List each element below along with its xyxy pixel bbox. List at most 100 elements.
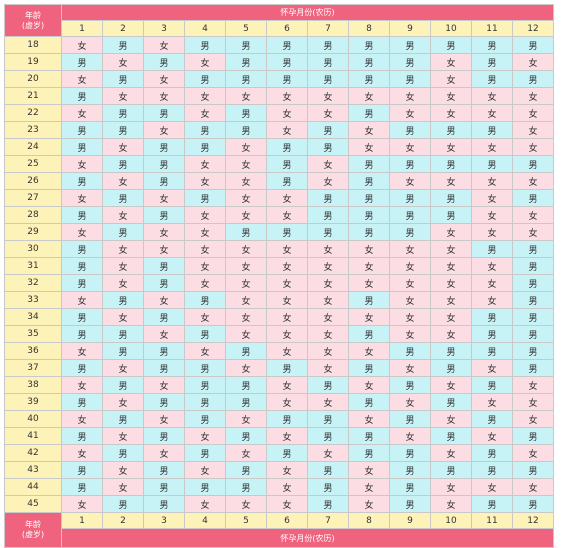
girl-cell: 女 [266, 87, 308, 105]
girl-cell: 女 [348, 308, 390, 326]
table-row: 34 男女男女女女女女女女男男 [4, 308, 554, 326]
boy-cell: 男 [143, 393, 185, 411]
girl-cell: 女 [61, 36, 103, 54]
girl-cell: 女 [266, 274, 308, 292]
footer-age-header: 年龄 (虚岁) [4, 512, 62, 548]
girl-cell: 女 [512, 376, 554, 394]
boy-cell: 男 [61, 274, 103, 292]
boy-cell: 男 [266, 70, 308, 88]
boy-cell: 男 [512, 240, 554, 258]
boy-cell: 男 [102, 495, 144, 513]
boy-cell: 男 [61, 359, 103, 377]
footer-month-header: 3 [143, 512, 185, 529]
girl-cell: 女 [430, 70, 472, 88]
girl-cell: 女 [225, 495, 267, 513]
girl-cell: 女 [512, 393, 554, 411]
girl-cell: 女 [184, 223, 226, 241]
boy-cell: 男 [184, 478, 226, 496]
girl-cell: 女 [266, 461, 308, 479]
table-body: 18 女男女男男男男男男男男男 19 男女男女男男男男男女男女 20 女男女男男男男男男女… [4, 36, 554, 513]
boy-cell: 男 [143, 155, 185, 173]
table-row: 23 男男女男男女男女男男男女 [4, 121, 554, 139]
girl-cell: 女 [389, 308, 431, 326]
girl-cell: 女 [61, 223, 103, 241]
girl-cell: 女 [512, 172, 554, 190]
boy-cell: 男 [512, 257, 554, 275]
girl-cell: 女 [471, 189, 513, 207]
table-row: 18 女男女男男男男男男男男男 [4, 36, 554, 54]
gender-table: 年龄 (虚岁) 怀孕月份(农历) 1 2 3 4 5 6 7 8 9 10 11 12 18 女男女男男… [4, 4, 554, 548]
girl-cell: 女 [471, 257, 513, 275]
girl-cell: 女 [389, 291, 431, 309]
footer-age-label-line1: 年龄 [25, 520, 41, 529]
girl-cell: 女 [61, 444, 103, 462]
girl-cell: 女 [225, 172, 267, 190]
girl-cell: 女 [430, 444, 472, 462]
footer-month-row: 年龄 (虚岁) 1 2 3 4 5 6 7 8 9 10 11 12 [4, 512, 554, 548]
boy-cell: 男 [512, 342, 554, 360]
boy-cell: 男 [471, 410, 513, 428]
boy-cell: 男 [102, 342, 144, 360]
boy-cell: 男 [512, 274, 554, 292]
table-row: 43 男女男女男女男女男男男男 [4, 461, 554, 479]
boy-cell: 男 [143, 359, 185, 377]
girl-cell: 女 [184, 87, 226, 105]
boy-cell: 男 [307, 478, 349, 496]
age-cell: 20 [4, 70, 62, 88]
girl-cell: 女 [430, 104, 472, 122]
girl-cell: 女 [266, 206, 308, 224]
month-header: 2 [102, 20, 144, 37]
boy-cell: 男 [430, 206, 472, 224]
girl-cell: 女 [266, 342, 308, 360]
boy-cell: 男 [430, 342, 472, 360]
boy-cell: 男 [471, 53, 513, 71]
boy-cell: 男 [61, 461, 103, 479]
girl-cell: 女 [348, 121, 390, 139]
girl-cell: 女 [266, 478, 308, 496]
boy-cell: 男 [61, 138, 103, 156]
girl-cell: 女 [102, 308, 144, 326]
footer-month-header: 10 [430, 512, 472, 529]
age-cell: 35 [4, 325, 62, 343]
boy-cell: 男 [307, 495, 349, 513]
girl-cell: 女 [143, 240, 185, 258]
girl-cell: 女 [430, 223, 472, 241]
girl-cell: 女 [266, 308, 308, 326]
boy-cell: 男 [225, 223, 267, 241]
boy-cell: 男 [307, 376, 349, 394]
boy-cell: 男 [471, 36, 513, 54]
boy-cell: 男 [143, 53, 185, 71]
boy-cell: 男 [184, 410, 226, 428]
boy-cell: 男 [389, 70, 431, 88]
girl-cell: 女 [61, 410, 103, 428]
month-header: 4 [184, 20, 226, 37]
boy-cell: 男 [143, 206, 185, 224]
table-row: 42 女男女男女男女男男女男女 [4, 444, 554, 462]
boy-cell: 男 [225, 478, 267, 496]
girl-cell: 女 [348, 342, 390, 360]
table-row: 22 女男男女男女女男女女女女 [4, 104, 554, 122]
girl-cell: 女 [266, 325, 308, 343]
boy-cell: 男 [184, 121, 226, 139]
month-header: 6 [266, 20, 308, 37]
boy-cell: 男 [143, 308, 185, 326]
girl-cell: 女 [61, 291, 103, 309]
boy-cell: 男 [389, 155, 431, 173]
girl-cell: 女 [184, 257, 226, 275]
girl-cell: 女 [430, 240, 472, 258]
girl-cell: 女 [512, 121, 554, 139]
girl-cell: 女 [61, 342, 103, 360]
table-row: 31 男女男女女女女女女女女男 [4, 257, 554, 275]
girl-cell: 女 [307, 308, 349, 326]
table-row: 26 男女男女女男女男女女女女 [4, 172, 554, 190]
table-row: 20 女男女男男男男男男女男男 [4, 70, 554, 88]
girl-cell: 女 [512, 87, 554, 105]
girl-cell: 女 [307, 104, 349, 122]
age-cell: 23 [4, 121, 62, 139]
boy-cell: 男 [512, 325, 554, 343]
boy-cell: 男 [348, 291, 390, 309]
girl-cell: 女 [389, 138, 431, 156]
boy-cell: 男 [512, 359, 554, 377]
boy-cell: 男 [102, 376, 144, 394]
boy-cell: 男 [225, 376, 267, 394]
